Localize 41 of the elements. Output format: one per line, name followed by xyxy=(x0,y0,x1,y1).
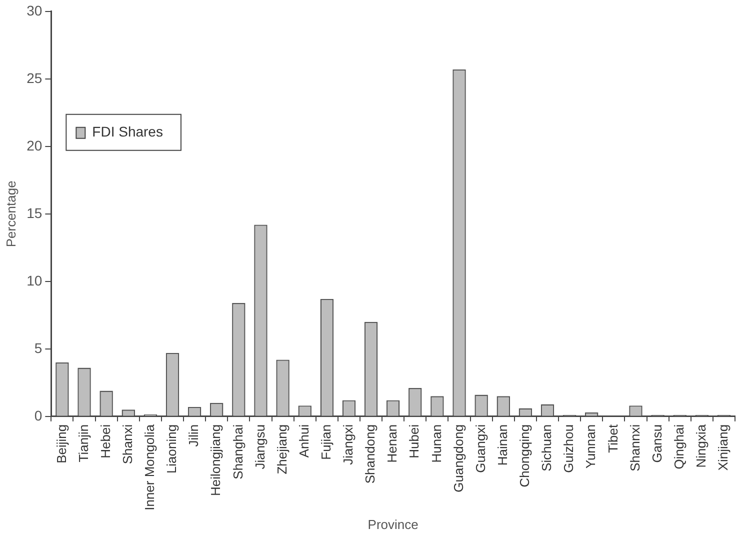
y-axis-title: Percentage xyxy=(3,180,18,248)
x-tick-label: Tibet xyxy=(605,424,620,453)
x-tick-label: Zhejiang xyxy=(274,424,290,474)
x-tick-label: Heilongjiang xyxy=(208,424,224,496)
y-tick-label: 20 xyxy=(26,137,42,154)
x-axis-title: Province xyxy=(368,516,418,532)
x-tick-label: Hubei xyxy=(406,424,422,458)
x-tick-label: Anhui xyxy=(296,424,312,458)
x-tick-label: Hainan xyxy=(494,424,510,466)
x-tick-label: Hunan xyxy=(428,424,444,463)
x-tick-label: Shandong xyxy=(362,424,378,484)
x-tick-label: Jilin xyxy=(186,424,202,447)
x-tick-label: Guangdong xyxy=(450,424,466,492)
y-tick-label: 30 xyxy=(26,2,42,18)
x-tick-label: Ningxia xyxy=(693,424,708,468)
y-tick-label: 10 xyxy=(26,272,42,288)
x-tick-label: Inner Mongolia xyxy=(142,424,158,510)
x-tick-label: Fujian xyxy=(318,424,334,460)
x-tick-label: Jiangsu xyxy=(252,424,268,470)
x-tick-label: Tianjin xyxy=(76,424,91,462)
y-tick-label: 5 xyxy=(34,340,42,356)
y-tick-label: 25 xyxy=(26,70,42,86)
x-tick-label: Guangxi xyxy=(472,424,488,473)
x-tick-label: Liaoning xyxy=(164,424,180,474)
x-tick-label: Shanxi xyxy=(120,424,135,464)
y-tick-label: 0 xyxy=(34,407,42,424)
x-tick-label: Jiangxi xyxy=(340,424,356,465)
x-tick-label: Qinghai xyxy=(671,424,686,470)
x-tick-label: Beijing xyxy=(54,424,69,464)
x-tick-label: Henan xyxy=(384,424,400,463)
x-tick-label: Xinjiang xyxy=(716,424,731,471)
x-tick-label: Shanghai xyxy=(230,424,246,480)
x-tick-label: Guizhou xyxy=(561,424,576,473)
x-tick-label: Sichuan xyxy=(539,424,554,472)
x-tick-label: Yunnan xyxy=(583,424,598,469)
y-tick-label: 15 xyxy=(26,204,42,221)
x-tick-label: Chongqing xyxy=(517,424,532,488)
x-tick-label: Hebei xyxy=(98,424,113,458)
legend-label: FDI Shares xyxy=(92,123,163,140)
x-tick-label: Shannxi xyxy=(627,424,642,472)
x-tick-label: Gansu xyxy=(649,424,664,463)
